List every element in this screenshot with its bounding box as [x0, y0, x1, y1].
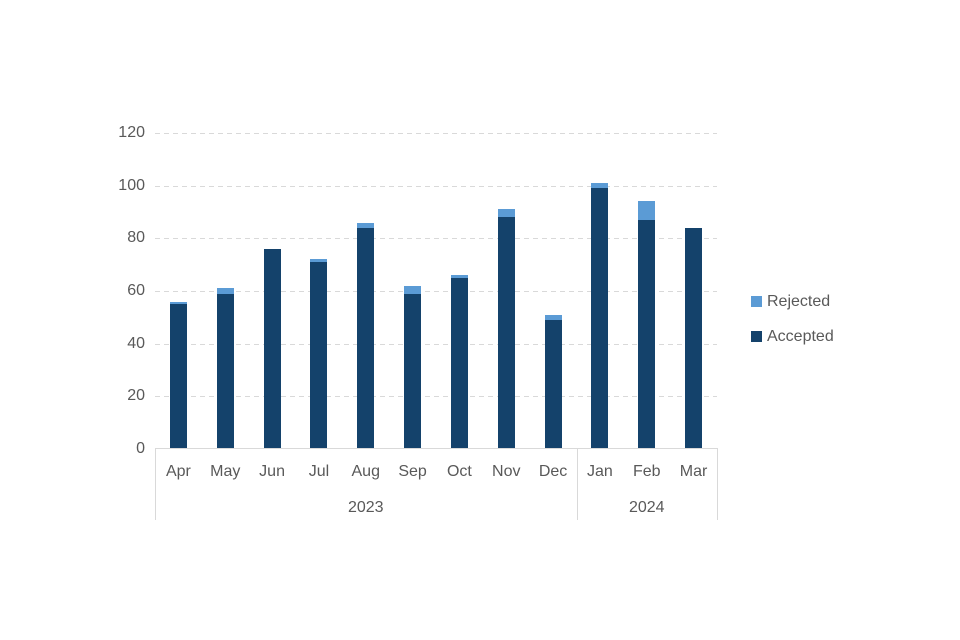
- x-tick-label-nov: Nov: [492, 463, 521, 480]
- bar-rejected-may: [216, 288, 234, 294]
- y-tick-label-120: 120: [118, 124, 145, 141]
- axis-group-separator-1: [576, 448, 578, 520]
- gridline-80: [155, 238, 717, 240]
- x-tick-label-may: May: [210, 463, 241, 480]
- gridline-120: [155, 133, 717, 134]
- y-tick-label-60: 60: [127, 282, 145, 299]
- gridline-20: [155, 396, 717, 398]
- x-tick-label-apr: Apr: [165, 463, 191, 480]
- x-tick-label-jul: Jul: [308, 463, 330, 480]
- x-tick-label-sep: Sep: [398, 463, 427, 480]
- bar-accepted-apr: [169, 304, 187, 449]
- x-tick-label-dec: Dec: [538, 463, 568, 480]
- bar-accepted-sep: [404, 293, 422, 449]
- bar-accepted-may: [216, 293, 234, 449]
- year-group-label-2023: 2023: [347, 499, 384, 516]
- bar-rejected-apr: [169, 301, 187, 305]
- gridline-100: [155, 185, 717, 187]
- bar-rejected-sep: [404, 285, 422, 294]
- accepted-swatch-icon: [751, 331, 762, 342]
- legend-label-accepted: Accepted: [767, 328, 834, 345]
- y-tick-label-100: 100: [118, 176, 145, 194]
- x-tick-label-aug: Aug: [351, 463, 380, 480]
- bar-accepted-feb: [638, 219, 656, 449]
- y-tick-label-40: 40: [127, 334, 145, 352]
- axis-group-separator-2: [717, 448, 718, 520]
- bar-rejected-jul: [310, 259, 328, 263]
- x-tick-label-feb: Feb: [632, 463, 661, 480]
- x-tick-label-mar: Mar: [679, 463, 708, 480]
- bar-rejected-nov: [497, 209, 515, 218]
- legend-label-rejected: Rejected: [767, 293, 831, 310]
- x-tick-label-jan: Jan: [587, 463, 613, 480]
- bar-accepted-aug: [357, 227, 375, 449]
- bar-accepted-oct: [450, 277, 468, 449]
- plot-area: [155, 133, 717, 449]
- legend-item-rejected: Rejected: [751, 293, 834, 310]
- bar-rejected-dec: [544, 314, 562, 320]
- bar-rejected-jan: [591, 183, 609, 189]
- bar-accepted-dec: [544, 319, 562, 449]
- bar-accepted-jun: [263, 248, 281, 449]
- y-tick-label-80: 80: [127, 229, 145, 247]
- rejected-swatch-icon: [751, 296, 762, 307]
- axis-group-separator-0: [155, 448, 156, 520]
- bar-accepted-nov: [497, 217, 515, 449]
- legend: Rejected Accepted: [751, 293, 834, 363]
- x-tick-label-jun: Jun: [259, 463, 285, 480]
- gridline-40: [155, 343, 717, 345]
- bar-rejected-feb: [638, 201, 656, 220]
- legend-item-accepted: Accepted: [751, 328, 834, 345]
- y-tick-label-20: 20: [127, 387, 145, 405]
- x-tick-label-oct: Oct: [446, 463, 472, 480]
- bar-accepted-jan: [591, 188, 609, 449]
- bar-accepted-jul: [310, 262, 328, 449]
- y-tick-label-0: 0: [136, 440, 145, 457]
- bar-accepted-mar: [685, 227, 703, 449]
- bar-rejected-aug: [357, 222, 375, 228]
- year-group-label-2024: 2024: [628, 499, 665, 516]
- gridline-60: [155, 291, 717, 292]
- x-axis-line: [155, 448, 718, 449]
- bar-rejected-oct: [450, 275, 468, 278]
